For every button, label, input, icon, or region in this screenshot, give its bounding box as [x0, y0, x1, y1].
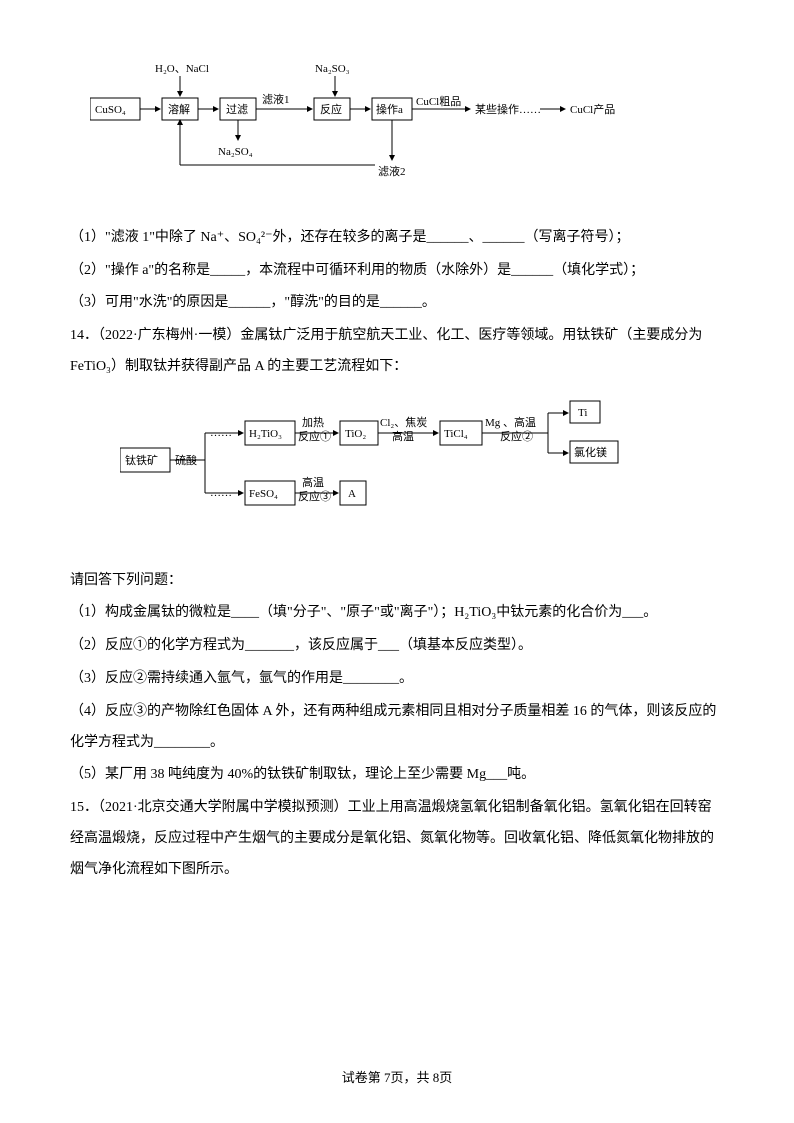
- d2-r2: 反应②: [500, 429, 533, 443]
- d1-opa: 操作a: [376, 102, 403, 116]
- d1-na2so4: Na₂SO₄: [218, 146, 253, 158]
- d1-ops: 某些操作……: [475, 102, 541, 116]
- d2-feso4: FeSO₄: [249, 488, 278, 500]
- d2-ore: 钛铁矿: [125, 453, 158, 467]
- d2-cl: Cl₂、焦炭: [380, 416, 427, 429]
- d1-dissolve: 溶解: [168, 102, 190, 116]
- q1-3: （3）可用"水洗"的原因是______，"醇洗"的目的是______。: [70, 288, 724, 319]
- d2-tio2: TiO₂: [345, 428, 366, 440]
- d1-react: 反应: [320, 102, 342, 116]
- d1-final: CuCl产品: [570, 102, 615, 116]
- d2-r3b: 反应③: [298, 489, 331, 503]
- d1-crude: CuCl粗品: [416, 95, 461, 108]
- d1-filtrate2: 滤液2: [378, 164, 406, 178]
- q1-1: （1）"滤液 1"中除了 Na⁺、SO₄²⁻外，还存在较多的离子是______、…: [70, 223, 724, 254]
- d1-cuso4: CuSO₄: [95, 104, 126, 116]
- d2-ti: Ti: [578, 407, 587, 419]
- q1-2: （2）"操作 a"的名称是_____，本流程中可循环利用的物质（水除外）是___…: [70, 256, 724, 287]
- q14-prompt: 请回答下列问题：: [70, 566, 724, 597]
- q14-3: （3）反应②需持续通入氩气，氩气的作用是________。: [70, 664, 724, 695]
- d1-top2: Na₂SO₃: [315, 63, 350, 75]
- page-footer: 试卷第 7页，共 8页: [0, 1064, 794, 1093]
- q14-5: （5）某厂用 38 吨纯度为 40%的钛铁矿制取钛，理论上至少需要 Mg___吨…: [70, 760, 724, 791]
- d2-mg: Mg 、高温: [485, 415, 536, 429]
- d1-filter: 过滤: [226, 103, 248, 116]
- q15: 15．（2021·北京交通大学附属中学模拟预测）工业上用高温煅烧氢氧化铝制备氧化…: [70, 793, 724, 885]
- q14-1: （1）构成金属钛的微粒是____（填"分子"、"原子"或"离子"）；H₂TiO₃…: [70, 598, 724, 629]
- diagram-cucl: H₂O、NaCl Na₂SO₃ CuSO₄ 溶解 过滤 滤液1 Na₂SO₄ 反…: [90, 60, 724, 203]
- d1-filtrate1: 滤液1: [262, 92, 290, 106]
- q14-2: （2）反应①的化学方程式为_______，该反应属于___（填基本反应类型）。: [70, 631, 724, 662]
- d2-r3a: 高温: [302, 475, 324, 489]
- diagram2-svg: 钛铁矿 硫酸 …… H₂TiO₃ 加热 反应① TiO₂ Cl₂、焦炭 高温 T…: [120, 393, 680, 533]
- d2-ticl4: TiCl₄: [444, 428, 468, 440]
- d2-h2tio3: H₂TiO₃: [249, 428, 282, 440]
- d2-hot: 高温: [392, 429, 414, 443]
- diagram1-svg: H₂O、NaCl Na₂SO₃ CuSO₄ 溶解 过滤 滤液1 Na₂SO₄ 反…: [90, 60, 630, 190]
- d2-r1a: 加热: [302, 416, 324, 429]
- diagram-ti: 钛铁矿 硫酸 …… H₂TiO₃ 加热 反应① TiO₂ Cl₂、焦炭 高温 T…: [120, 393, 724, 546]
- d2-a: A: [348, 488, 356, 500]
- d2-r1b: 反应①: [298, 429, 331, 443]
- d2-mgcl: 氯化镁: [574, 445, 607, 459]
- d1-top1: H₂O、NaCl: [155, 63, 209, 75]
- q14-4: （4）反应③的产物除红色固体 A 外，还有两种组成元素相同且相对分子质量相差 1…: [70, 697, 724, 759]
- q14-intro: 14．（2022·广东梅州·一模）金属钛广泛用于航空航天工业、化工、医疗等领域。…: [70, 321, 724, 383]
